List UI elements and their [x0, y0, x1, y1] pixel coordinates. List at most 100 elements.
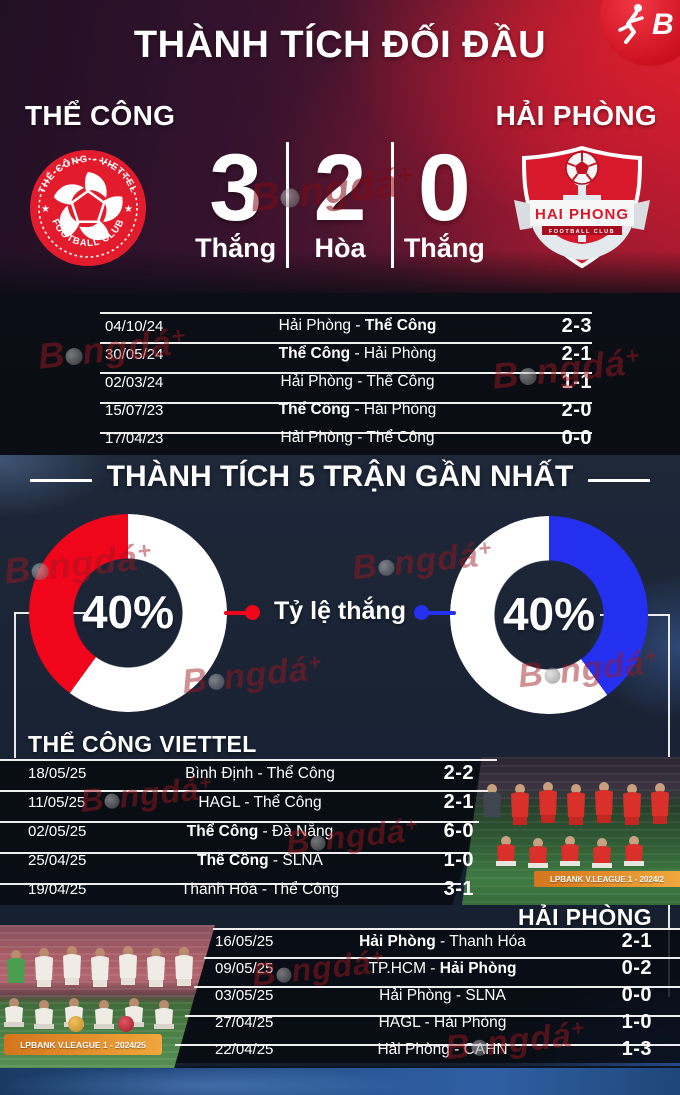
away-team: Hải Phòng: [363, 401, 437, 418]
row-separator: [100, 372, 592, 402]
plus-icon: +: [395, 158, 416, 191]
home-team: Thanh Hóa: [180, 880, 258, 898]
match-row: 18/05/25 Bình Định - Thể Công 2-2: [0, 759, 474, 788]
soccer-ball-icon: [565, 151, 599, 185]
thecong-club-logo: THỂ CÔNG - VIETTEL FOOTBALL CLUB ★ ★: [30, 150, 146, 266]
match-score: 1-0: [443, 849, 474, 871]
title-dash-right: [588, 479, 650, 482]
match-row: 27/04/25 HAGL - Hải Phòng 1-0: [175, 1009, 680, 1036]
head-to-head-table: 04/10/24 Hải Phòng - Thể Công 2-3 30/05/24 T…: [100, 312, 592, 452]
match-score: 0-0: [621, 984, 652, 1006]
match-date: 02/03/24: [105, 373, 164, 391]
row-separator: [100, 312, 592, 342]
thecong-winrate-donut: [29, 514, 227, 712]
connector-line-blue: [426, 611, 456, 615]
bongda-plus-logo: B: [600, 0, 680, 66]
h2h-table-background: [0, 293, 680, 455]
plus-icon: +: [169, 321, 188, 350]
bongda-logo-letter: B: [652, 8, 674, 41]
league-crest-gold: [68, 1016, 84, 1032]
match-score: 1-3: [621, 1038, 652, 1060]
soccer-ball-icon: [543, 666, 562, 685]
home-team: Hải Phòng: [280, 429, 353, 446]
plus-icon: +: [306, 648, 324, 676]
match-date: 11/05/25: [28, 794, 86, 811]
match-date: 27/04/25: [215, 1014, 274, 1031]
home-team: HAGL: [378, 1013, 421, 1031]
home-team: Hải Phòng: [278, 317, 352, 334]
haiphong-team-photo: LPBANK V.LEAGUE 1 - 2024/25: [0, 925, 215, 1068]
home-team: Hải Phòng: [377, 1040, 450, 1058]
away-team: Thể Công: [266, 764, 335, 782]
connector-line-red: [224, 611, 254, 615]
match-row: 19/04/25 Thanh Hóa - Thể Công 3-1: [0, 875, 474, 904]
summary-away-wins: 0 Thắng: [394, 135, 495, 268]
away-team: Hải Phòng: [363, 345, 437, 362]
match-date: 30/05/24: [105, 345, 164, 363]
draws-label: Hòa: [314, 233, 366, 264]
away-team: SLNA: [465, 986, 506, 1004]
fixture: Thể Công - Hải Phòng: [278, 401, 437, 418]
row-separator: [213, 928, 680, 957]
match-row: 17/04/23 Hải Phòng - Thể Công 0-0: [100, 424, 592, 452]
frame-left-vertical: [14, 612, 16, 758]
row-separator: [100, 432, 592, 462]
match-row: 04/10/24 Hải Phòng - Thể Công 2-3: [100, 312, 592, 340]
haiphong-table-background: [175, 928, 680, 1063]
summary-home-wins: 3 Thắng: [185, 140, 286, 268]
home-team: TP.HCM: [368, 959, 426, 977]
plus-icon: +: [135, 536, 154, 565]
home-team-name: THỂ CÔNG: [25, 100, 176, 131]
soccer-ball-icon: [30, 561, 50, 581]
home-wins-label: Thắng: [195, 233, 277, 264]
match-row: 25/04/25 Thể Công - SLNA 1-0: [0, 846, 474, 875]
match-date: 09/05/25: [215, 960, 274, 977]
h2h-summary: 3 Thắng 2 Hòa 0 Thắng: [185, 135, 495, 268]
match-date: 02/05/25: [28, 823, 87, 840]
row-separator: [0, 790, 488, 821]
row-separator: [100, 342, 592, 372]
plus-icon: +: [403, 812, 420, 838]
bottom-stadium-strip: [0, 1066, 680, 1095]
home-team: HAGL: [198, 793, 241, 811]
soccer-ball-icon: [207, 672, 226, 691]
thecong-recent-table: 18/05/25 Bình Định - Thể Công 2-2 11/05/25 H…: [0, 759, 497, 905]
home-team: Thể Công: [186, 822, 259, 840]
row-separator: [0, 759, 497, 790]
summary-draws: 2 Hòa: [286, 135, 394, 268]
thecong-photo-banner: LPBANK V.LEAGUE 1 - 2024/2: [533, 871, 680, 888]
soccer-ball-icon: [470, 1038, 489, 1057]
fixture: Bình Định - Thể Công: [185, 764, 335, 782]
match-row: 02/05/25 Thể Công - Đà Nẵng 6-0: [0, 817, 474, 846]
fixture: HAGL - Thể Công: [198, 793, 322, 811]
home-team: Thể Công: [278, 345, 351, 362]
match-score: 3-1: [443, 878, 474, 900]
away-team: Thể Công: [366, 429, 435, 446]
fixture: Hải Phòng - Thể Công: [280, 429, 435, 446]
match-row: 03/05/25 Hải Phòng - SLNA 0-0: [175, 982, 680, 1009]
away-wins-label: Thắng: [403, 233, 485, 264]
soccer-ball-icon: [377, 558, 396, 577]
match-date: 04/10/24: [105, 317, 164, 335]
fixture: Hải Phòng - Thể Công: [278, 317, 437, 334]
row-separator: [100, 402, 592, 432]
away-wins-value: 0: [417, 135, 471, 241]
away-team: Thanh Hóa: [449, 932, 526, 950]
haiphong-photo-banner: LPBANK V.LEAGUE 1 - 2024/25: [4, 1034, 162, 1055]
connector-dot-red: [245, 605, 260, 620]
match-date: 03/05/25: [215, 987, 274, 1004]
match-score: 2-1: [561, 342, 592, 365]
fixture: HAGL - Hải Phòng: [378, 1013, 507, 1031]
match-score: 1-0: [621, 1011, 652, 1033]
match-score: 2-1: [443, 791, 474, 813]
page-title: THÀNH TÍCH ĐỐI ĐẦU: [133, 24, 547, 66]
match-date: 16/05/25: [215, 933, 274, 950]
fixture: Thể Công - Hải Phòng: [278, 345, 437, 362]
draws-value: 2: [313, 135, 367, 241]
match-row: 11/05/25 HAGL - Thể Công 2-1: [0, 788, 474, 817]
haiphong-club-logo: HAI PHONG FOOTBALL CLUB: [514, 145, 650, 269]
home-team: Hải Phòng: [359, 932, 436, 950]
thecong-table-background: [0, 759, 497, 905]
